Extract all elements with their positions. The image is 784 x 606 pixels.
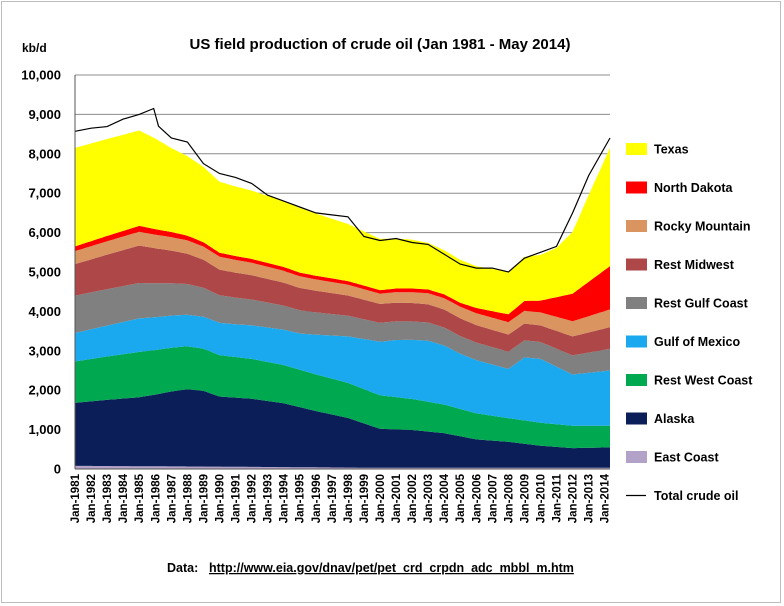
legend-label: Rocky Mountain	[654, 220, 751, 234]
x-tick-label: Jan-2012	[568, 474, 580, 523]
area-east-coast	[75, 465, 610, 469]
y-tick-label: 0	[54, 462, 61, 477]
x-tick-label: Jan-1995	[295, 473, 307, 523]
x-tick-label: Jan-2013	[584, 474, 596, 523]
legend-label: Texas	[654, 143, 689, 157]
legend-swatch	[626, 451, 647, 463]
x-tick-label: Jan-1987	[166, 474, 178, 523]
source-label: Data:	[167, 561, 198, 575]
x-tick-label: Jan-1989	[198, 474, 210, 523]
x-tick-label: Jan-1983	[102, 474, 114, 523]
legend-label: Gulf of Mexico	[654, 335, 740, 349]
legend-swatch	[626, 258, 647, 271]
y-tick-label: 3,000	[28, 343, 61, 358]
legend-label: Rest Midwest	[654, 258, 735, 272]
area-rest-midwest	[75, 245, 610, 356]
x-tick-label: Jan-1981	[70, 473, 82, 523]
x-tick-label: Jan-1997	[327, 474, 339, 523]
legend-swatch	[626, 220, 647, 232]
x-tick-label: Jan-1985	[134, 473, 146, 523]
x-tick-label: Jan-2003	[423, 474, 435, 523]
axes	[74, 75, 610, 470]
x-tick-label: Jan-1986	[150, 474, 162, 523]
x-tick-label: Jan-1992	[247, 474, 259, 523]
x-tick-label: Jan-1993	[263, 474, 275, 523]
x-tick-label: Jan-1988	[182, 473, 194, 523]
x-tick-label: Jan-2001	[391, 473, 403, 523]
legend-item-rocky-mountain: Rocky Mountain	[626, 220, 751, 234]
legend-label: Alaska	[654, 412, 695, 426]
total-line-group	[74, 107, 611, 273]
legend-item-alaska: Alaska	[626, 412, 695, 426]
x-tick-labels: Jan-1981 Jan-1982 Jan-1983 Jan-1984 Jan-1985…	[70, 473, 612, 523]
legend-swatch	[626, 374, 647, 386]
y-tick-label: 1,000	[28, 422, 61, 437]
x-tick-label: Jan-2002	[407, 474, 419, 523]
x-tick-label: Jan-1996	[311, 474, 323, 523]
x-tick-label: Jan-2005	[455, 473, 467, 523]
legend-item-rest-gulf-coast: Rest Gulf Coast	[626, 297, 749, 311]
source-link[interactable]: http://www.eia.gov/dnav/pet/pet_crd_crpd…	[209, 561, 574, 575]
legend-label: Total crude oil	[654, 489, 739, 503]
legend-swatch	[626, 143, 647, 155]
area-gulf-of-mexico	[75, 314, 610, 426]
area-alaska	[75, 389, 610, 468]
legend-swatch	[626, 181, 647, 194]
y-tick-label: 4,000	[28, 304, 61, 319]
y-tick-label: 8,000	[28, 146, 61, 161]
x-tick-label: Jan-1991	[231, 473, 243, 523]
stacked-areas	[75, 130, 610, 469]
y-tick-label: 6,000	[28, 225, 61, 240]
x-tick-label: Jan-1984	[118, 473, 130, 523]
x-tick-label: Jan-2011	[552, 473, 564, 522]
x-tick-label: Jan-2006	[471, 474, 483, 523]
y-tick-label: 5,000	[28, 265, 61, 280]
area-rocky-mountain	[75, 231, 610, 337]
x-tick-label: Jan-2010	[536, 474, 548, 523]
y-tick-label: 10,000	[21, 68, 61, 83]
chart-title: US field production of crude oil (Jan 19…	[190, 36, 571, 53]
x-tick-label: Jan-1999	[359, 474, 371, 523]
legend-item-total-crude-oil: Total crude oil	[626, 489, 739, 503]
x-tick-label: Jan-2008	[503, 473, 515, 523]
x-tick-label: Jan-2014	[600, 473, 612, 523]
legend-label: North Dakota	[654, 181, 734, 195]
y-tick-label: 2,000	[28, 383, 61, 398]
legend-item-texas: Texas	[626, 143, 689, 157]
x-tick-label: Jan-2007	[487, 474, 499, 523]
legend-label: East Coast	[654, 451, 719, 465]
legend-swatch	[626, 412, 647, 425]
legend-item-east-coast: East Coast	[626, 451, 719, 465]
legend-swatch	[626, 297, 647, 309]
y-tick-labels: 0 1,000 2,000 3,000 4,000 5,000 6,000 7,000 8,00…	[21, 68, 61, 477]
x-tick-label: Jan-1998	[343, 473, 355, 523]
legend-item-rest-west-coast: Rest West Coast	[626, 374, 753, 388]
line-total-crude-oil	[74, 107, 611, 273]
legend-label: Rest Gulf Coast	[654, 297, 749, 311]
legend-item-gulf-of-mexico: Gulf of Mexico	[626, 335, 740, 349]
area-rest-gulf-coast	[75, 283, 610, 375]
x-tick-label: Jan-1994	[279, 473, 291, 523]
legend: Texas North Dakota Rocky Mountain Rest Midw…	[626, 143, 753, 503]
x-tick-label: Jan-2000	[375, 474, 387, 523]
y-axis-unit-label: kb/d	[22, 41, 47, 55]
x-tick-label: Jan-2009	[519, 474, 531, 523]
legend-item-north-dakota: North Dakota	[626, 181, 734, 195]
area-north-dakota	[75, 225, 610, 323]
legend-item-rest-midwest: Rest Midwest	[626, 258, 735, 272]
legend-label: Rest West Coast	[654, 374, 753, 388]
y-tick-label: 7,000	[28, 186, 61, 201]
x-tick-label: Jan-1990	[215, 474, 227, 523]
x-tick-label: Jan-1982	[86, 474, 98, 523]
x-tick-label: Jan-2004	[439, 473, 451, 523]
y-tick-label: 9,000	[28, 107, 61, 122]
area-rest-west-coast	[75, 346, 610, 449]
legend-swatch	[626, 335, 647, 348]
